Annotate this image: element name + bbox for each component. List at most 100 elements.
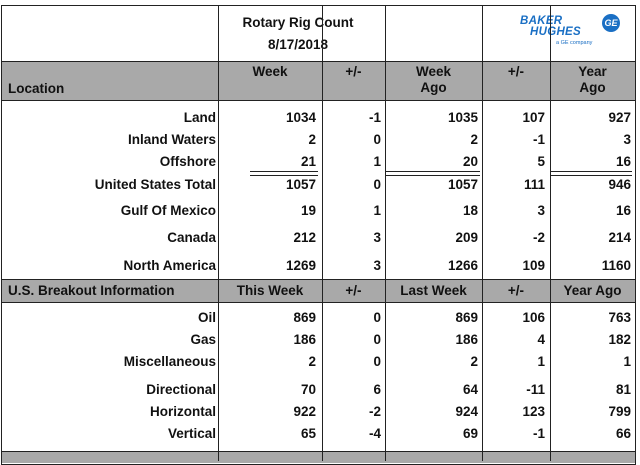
breakout-cell: 0 [373, 354, 381, 369]
table-cell: -2 [532, 230, 545, 245]
table-cell: 109 [522, 258, 545, 273]
breakout-cell: 799 [608, 404, 631, 419]
breakout-cell: -4 [368, 426, 381, 441]
column-header: +/- [345, 64, 362, 79]
col-divider [218, 5, 219, 461]
table-cell: 16 [615, 203, 631, 218]
table-cell: 21 [300, 154, 316, 169]
breakout-cell: 182 [608, 332, 631, 347]
table-cell: 1 [373, 203, 381, 218]
table-cell: 1269 [285, 258, 316, 273]
row-label: Canada [167, 230, 216, 245]
column-header: +/- [507, 64, 525, 79]
breakout-column-header: +/- [345, 283, 362, 298]
breakout-column-header: This Week [236, 283, 304, 298]
row-label: North America [123, 258, 216, 273]
table-cell: 2 [308, 132, 316, 147]
breakout-row-label: Gas [190, 332, 216, 347]
table-cell: 946 [608, 177, 631, 192]
table-cell: 0 [373, 177, 381, 192]
breakout-cell: 81 [615, 382, 631, 397]
table-cell: 107 [522, 110, 545, 125]
table-cell: 1057 [285, 177, 316, 192]
breakout-cell: 70 [300, 382, 316, 397]
breakout-cell: 922 [293, 404, 316, 419]
table-cell: 3 [373, 258, 381, 273]
row-label: Land [183, 110, 216, 125]
table-cell: 212 [293, 230, 316, 245]
breakout-header: U.S. Breakout Information [8, 283, 175, 298]
report-header: Rotary Rig Count 8/17/2018 [0, 5, 640, 62]
table-cell: 927 [608, 110, 631, 125]
total-underline [250, 171, 318, 176]
breakout-cell: 763 [608, 310, 631, 325]
breakout-cell: 1 [537, 354, 545, 369]
table-cell: 3 [373, 230, 381, 245]
total-underline [386, 171, 480, 176]
col-divider [482, 5, 483, 461]
table-cell: 1 [373, 154, 381, 169]
breakout-column-header: Last Week [400, 283, 467, 298]
section1-header-band [2, 61, 635, 101]
row-label: United States Total [94, 177, 216, 192]
bottom-band [2, 451, 635, 463]
col-divider [385, 5, 386, 461]
table-cell: 2 [470, 132, 478, 147]
table-cell: 1266 [447, 258, 478, 273]
breakout-row-label: Vertical [167, 426, 216, 441]
section2-header-band [2, 279, 635, 303]
breakout-row-label: Oil [197, 310, 216, 325]
breakout-cell: 869 [293, 310, 316, 325]
ge-icon: GE [602, 14, 620, 32]
col-divider [550, 5, 551, 461]
breakout-cell: 65 [300, 426, 316, 441]
breakout-cell: 186 [455, 332, 478, 347]
report-date: 8/17/2018 [267, 37, 329, 52]
table-cell: 20 [462, 154, 478, 169]
table-cell: 3 [623, 132, 631, 147]
table-cell: 111 [523, 177, 545, 192]
total-underline [550, 171, 632, 176]
column-header-line2: Ago [579, 80, 606, 95]
breakout-cell: 869 [455, 310, 478, 325]
logo-subtitle: a GE company [556, 40, 593, 46]
table-cell: 1057 [447, 177, 478, 192]
row-label: Gulf Of Mexico [120, 203, 216, 218]
table-cell: 209 [455, 230, 478, 245]
breakout-cell: 0 [373, 310, 381, 325]
column-header-line2: Ago [420, 80, 447, 95]
column-header: Year [578, 64, 607, 79]
table-cell: 19 [300, 203, 316, 218]
breakout-cell: 2 [308, 354, 316, 369]
table-cell: 16 [615, 154, 631, 169]
breakout-cell: 106 [522, 310, 545, 325]
breakout-cell: 123 [522, 404, 545, 419]
table-cell: -1 [532, 132, 545, 147]
breakout-row-label: Directional [146, 382, 216, 397]
breakout-cell: 64 [462, 382, 478, 397]
table-cell: 5 [537, 154, 545, 169]
logo-line2: HUGHES [530, 26, 582, 38]
location-header: Location [8, 81, 65, 96]
col-divider [322, 5, 323, 461]
logo-line1: BAKER [520, 15, 563, 27]
breakout-row-label: Horizontal [150, 404, 216, 419]
table-cell: 214 [608, 230, 631, 245]
breakout-cell: 1 [623, 354, 631, 369]
breakout-cell: 69 [462, 426, 478, 441]
table-cell: 0 [373, 132, 381, 147]
breakout-cell: -2 [368, 404, 381, 419]
table-cell: 1034 [285, 110, 316, 125]
table-cell: 1035 [447, 110, 478, 125]
column-header: Week [252, 64, 288, 79]
breakout-cell: 186 [293, 332, 316, 347]
breakout-cell: -1 [532, 426, 545, 441]
table-cell: 18 [462, 203, 478, 218]
breakout-row-label: Miscellaneous [123, 354, 216, 369]
table-cell: -1 [368, 110, 381, 125]
breakout-cell: 0 [373, 332, 381, 347]
breakout-cell: 6 [373, 382, 381, 397]
row-label: Offshore [159, 154, 216, 169]
baker-hughes-logo: BAKER HUGHES a GE company GE [520, 14, 620, 48]
breakout-column-header: Year Ago [563, 283, 622, 298]
